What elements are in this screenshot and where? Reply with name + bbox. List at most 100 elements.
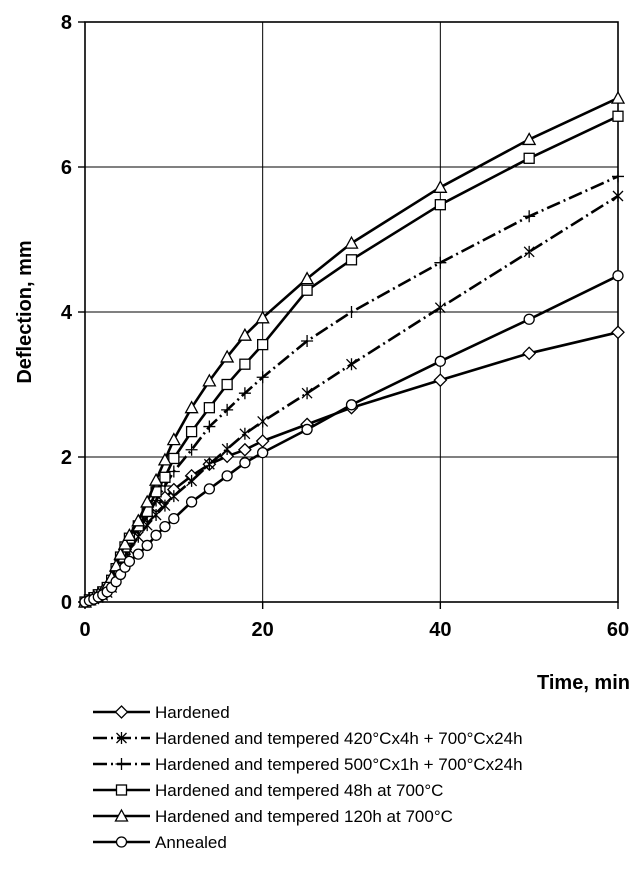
data-point-diamond xyxy=(522,346,537,361)
legend: Hardened Hardened and tempered 420°Cx4h +… xyxy=(93,703,523,852)
data-point-triangle xyxy=(131,513,146,527)
data-point-diamond xyxy=(114,705,129,719)
data-point-triangle xyxy=(610,90,626,104)
legend-label: Hardened xyxy=(155,703,230,722)
y-tick-label: 4 xyxy=(61,302,73,324)
data-point-plus xyxy=(256,371,269,384)
data-point-circle xyxy=(203,483,216,495)
series-line xyxy=(84,331,619,604)
data-point-circle xyxy=(159,520,171,533)
data-point-triangle xyxy=(184,400,199,414)
data-point-asterisk xyxy=(523,245,535,258)
data-point-circle xyxy=(345,399,358,411)
data-point-triangle xyxy=(255,310,270,324)
data-point-diamond xyxy=(220,449,235,464)
data-point-plus xyxy=(221,403,234,416)
data-point-asterisk xyxy=(612,190,624,202)
data-point-diamond xyxy=(237,442,252,457)
data-point-circle xyxy=(132,548,144,560)
data-point-circle xyxy=(239,457,251,469)
x-tick-label: 20 xyxy=(252,619,274,641)
data-point-square xyxy=(159,471,171,483)
data-point-asterisk xyxy=(203,458,215,471)
legend-label: Annealed xyxy=(155,833,227,852)
y-axis-title: Deflection, mm xyxy=(14,240,36,383)
legend-label: Hardened and tempered 500°Cx1h + 700°Cx2… xyxy=(155,755,523,774)
data-point-circle xyxy=(612,270,624,282)
x-axis-title: Time, min xyxy=(537,672,630,694)
data-point-triangle xyxy=(122,527,137,541)
y-tick-label: 8 xyxy=(61,12,72,34)
data-point-plus xyxy=(612,170,624,183)
data-point-plus xyxy=(345,306,358,318)
data-point-asterisk xyxy=(221,443,233,456)
legend-item: Hardened and tempered 420°Cx4h + 700°Cx2… xyxy=(93,729,523,748)
data-point-triangle xyxy=(220,349,235,363)
data-point-square xyxy=(345,254,358,266)
series-asterisk xyxy=(79,190,624,608)
data-point-square xyxy=(115,784,128,796)
data-point-square xyxy=(239,358,251,370)
legend-item: Annealed xyxy=(93,833,227,852)
data-point-square xyxy=(523,152,535,164)
data-point-triangle xyxy=(157,452,173,466)
data-point-square xyxy=(203,402,216,414)
data-point-plus xyxy=(523,210,536,223)
legend-label: Hardened and tempered 420°Cx4h + 700°Cx2… xyxy=(155,729,523,748)
legend-label: Hardened and tempered 48h at 700°C xyxy=(155,781,443,800)
legend-item: Hardened and tempered 48h at 700°C xyxy=(93,781,443,800)
data-point-triangle xyxy=(148,472,164,486)
data-point-square xyxy=(221,378,233,391)
data-point-square xyxy=(612,110,624,122)
data-point-circle xyxy=(185,496,198,508)
y-tick-label: 2 xyxy=(61,447,72,469)
data-point-circle xyxy=(168,512,180,525)
data-point-asterisk xyxy=(239,427,251,440)
legend-item: Hardened xyxy=(93,703,230,722)
series-line xyxy=(84,274,619,604)
data-point-asterisk xyxy=(159,499,171,512)
data-point-circle xyxy=(115,836,128,848)
series-line xyxy=(84,175,619,604)
data-point-triangle xyxy=(113,546,128,560)
data-point-square xyxy=(434,199,446,211)
data-point-circle xyxy=(123,555,136,568)
data-point-asterisk xyxy=(257,415,269,428)
data-point-diamond xyxy=(611,325,625,340)
legend-label: Hardened and tempered 120h at 700°C xyxy=(155,807,453,826)
data-point-triangle xyxy=(299,271,315,285)
legend-item: Hardened and tempered 500°Cx1h + 700°Cx2… xyxy=(93,755,523,774)
data-point-triangle xyxy=(202,373,217,387)
data-point-square xyxy=(301,284,313,296)
series-circle xyxy=(79,270,624,608)
data-point-triangle xyxy=(344,235,359,249)
data-point-triangle xyxy=(166,432,181,446)
data-point-circle xyxy=(150,529,162,541)
data-point-asterisk xyxy=(346,358,357,371)
data-point-diamond xyxy=(255,434,270,448)
data-point-plus xyxy=(203,420,216,433)
data-point-plus xyxy=(301,335,314,347)
data-point-circle xyxy=(523,313,535,325)
data-point-triangle xyxy=(140,494,155,508)
x-tick-label: 40 xyxy=(429,619,451,641)
x-tick-label: 0 xyxy=(79,619,90,641)
data-point-square xyxy=(257,338,269,351)
data-point-circle xyxy=(434,355,446,367)
data-point-square xyxy=(168,452,180,465)
data-point-triangle xyxy=(117,536,133,550)
data-point-triangle xyxy=(108,558,124,572)
series-group xyxy=(77,90,626,609)
legend-item: Hardened and tempered 120h at 700°C xyxy=(93,807,453,826)
data-point-plus xyxy=(115,758,128,770)
data-point-triangle xyxy=(114,808,129,822)
data-point-asterisk xyxy=(301,387,313,400)
data-point-circle xyxy=(221,470,233,482)
data-point-plus xyxy=(185,443,198,456)
data-point-diamond xyxy=(433,373,448,388)
data-point-plus xyxy=(238,387,251,400)
data-point-triangle xyxy=(433,179,448,193)
data-point-triangle xyxy=(237,327,252,341)
y-tick-label: 0 xyxy=(61,592,72,614)
